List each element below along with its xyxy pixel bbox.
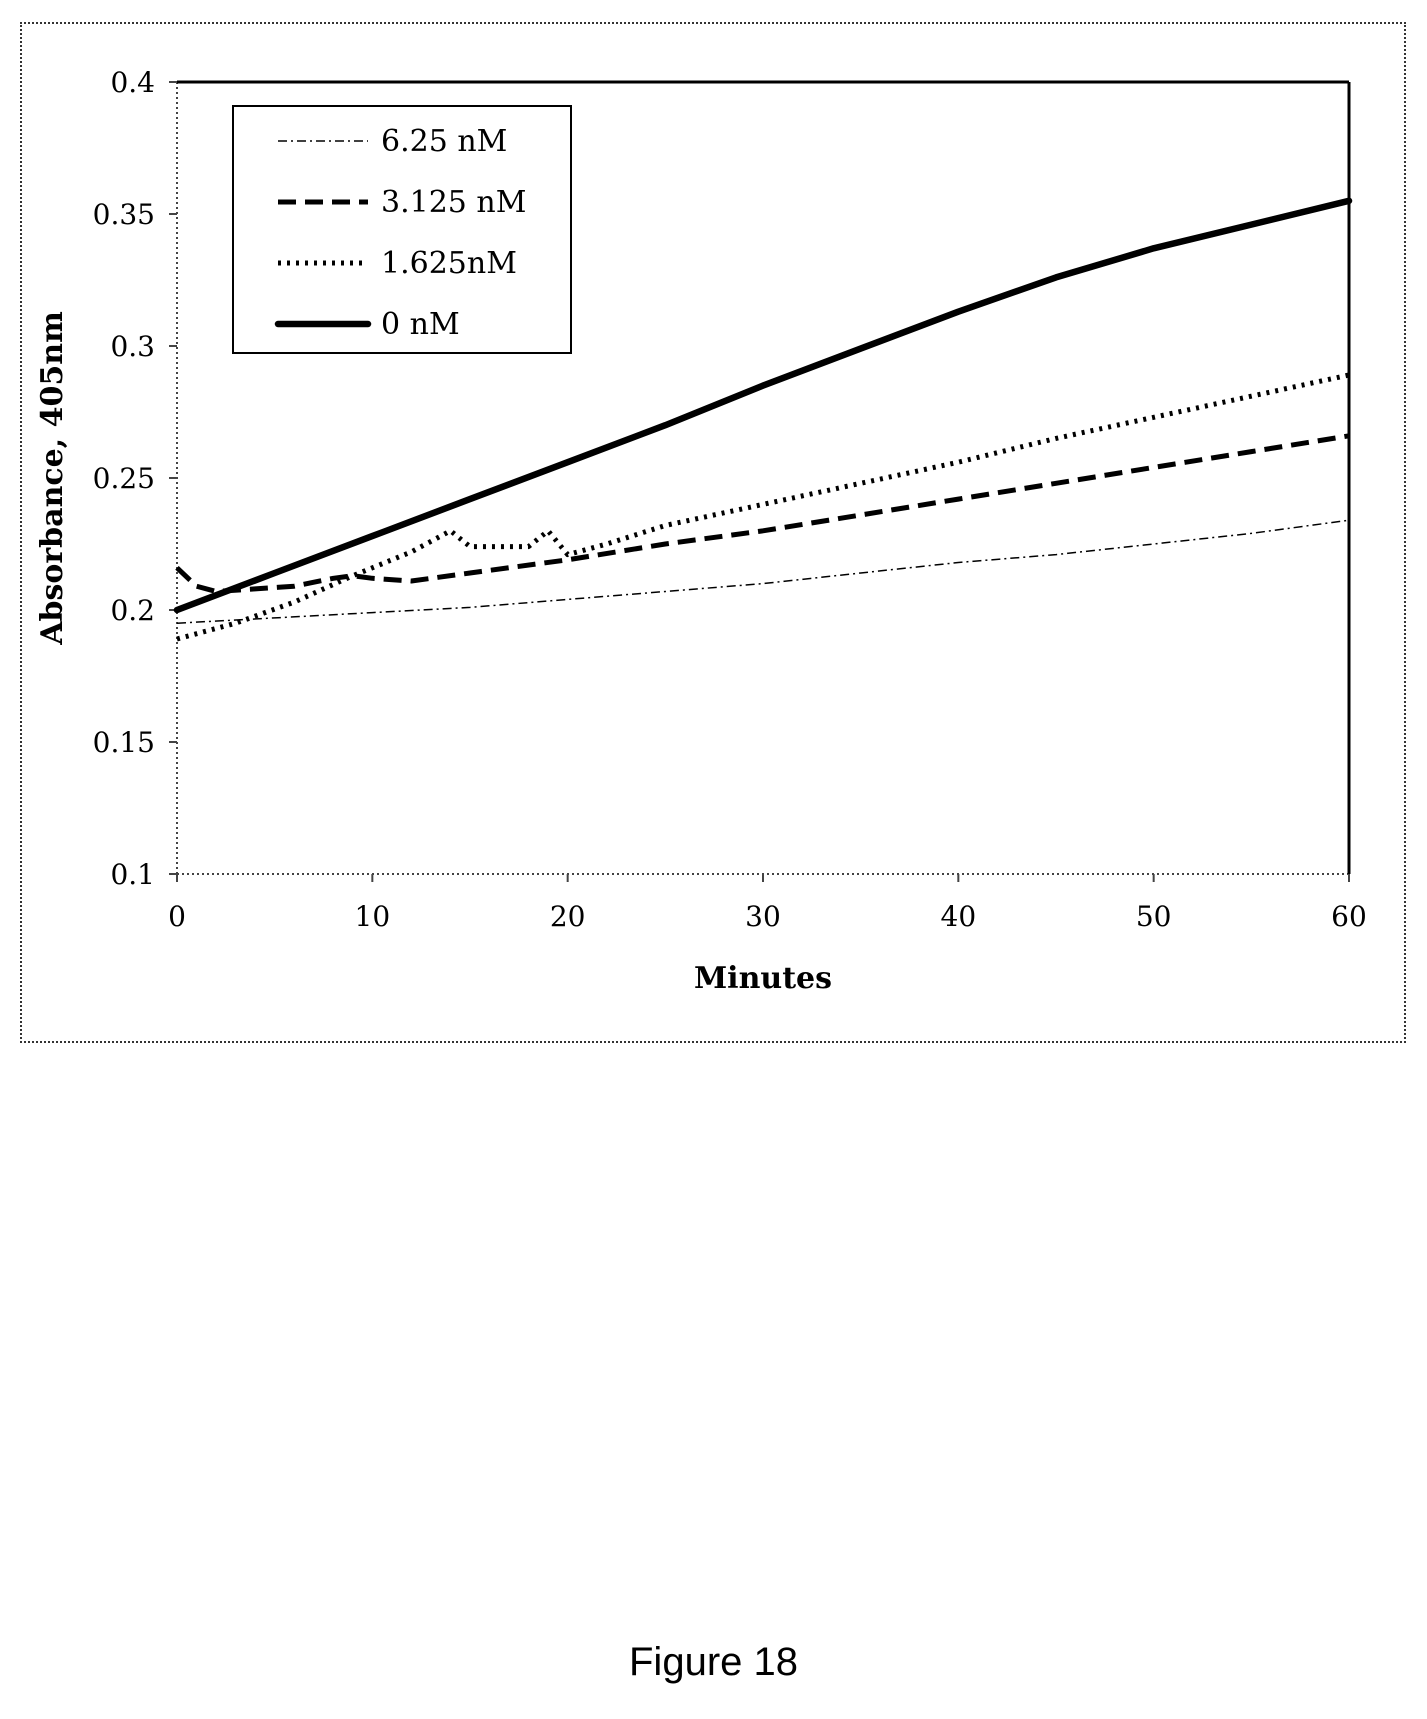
y-tick-label: 0.25 xyxy=(93,462,155,495)
chart: 0.1 0.15 0.2 0.25 0.3 0.35 0.4 0 10 20 30 40 50 60 M… xyxy=(35,66,1367,996)
series-line-1 xyxy=(175,433,1350,594)
y-tick-label: 0.2 xyxy=(110,594,155,627)
series-line-2 xyxy=(176,372,1350,642)
legend: 6.25 nM 3.125 nM 1.625nM 0 nM xyxy=(232,105,572,354)
x-tick-label: 50 xyxy=(1136,900,1172,933)
series-line-3 xyxy=(173,197,1353,614)
series-lines xyxy=(173,197,1353,642)
x-axis-title: Minutes xyxy=(694,961,832,996)
x-tick-label: 30 xyxy=(745,900,781,933)
y-tick-label: 0.1 xyxy=(110,858,155,891)
x-tick-label: 40 xyxy=(941,900,977,933)
legend-label: 3.125 nM xyxy=(381,185,526,220)
y-axis-title: Absorbance, 405nm xyxy=(35,311,70,646)
y-tick-label: 0.4 xyxy=(110,66,155,99)
figure-caption: Figure 18 xyxy=(629,1640,798,1684)
legend-box xyxy=(232,105,572,354)
y-tick-label: 0.15 xyxy=(93,726,155,759)
series-line-0 xyxy=(176,519,1350,624)
x-tick-label: 20 xyxy=(550,900,586,933)
x-tick-label: 60 xyxy=(1331,900,1367,933)
chart-frame xyxy=(20,22,1406,1043)
legend-label: 1.625nM xyxy=(381,246,517,281)
y-tick-label: 0.35 xyxy=(93,198,155,231)
x-tick-label: 0 xyxy=(168,900,186,933)
x-tick-label: 10 xyxy=(355,900,391,933)
legend-label: 0 nM xyxy=(381,307,460,342)
y-tick-label: 0.3 xyxy=(110,330,155,363)
legend-label: 6.25 nM xyxy=(381,124,507,159)
x-axis-ticks: 0 10 20 30 40 50 60 xyxy=(168,874,1367,933)
y-axis-ticks: 0.1 0.15 0.2 0.25 0.3 0.35 0.4 xyxy=(93,66,177,891)
